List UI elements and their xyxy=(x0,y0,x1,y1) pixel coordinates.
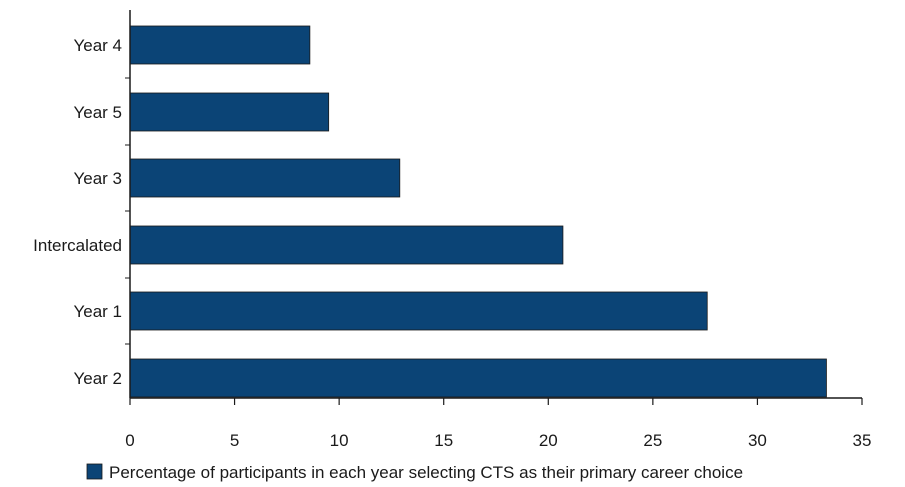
axes-layer xyxy=(129,10,862,399)
category-label-year-2: Year 2 xyxy=(73,369,122,388)
category-label-intercalated: Intercalated xyxy=(33,236,122,255)
legend: Percentage of participants in each year … xyxy=(86,463,743,482)
x-ticks-layer: 0 5 10 15 20 25 30 35 xyxy=(125,398,871,450)
bar-year-3 xyxy=(129,158,401,198)
legend-swatch xyxy=(86,463,103,480)
x-tick-label: 30 xyxy=(748,431,767,450)
category-label-year-3: Year 3 xyxy=(73,169,122,188)
category-label-year-1: Year 1 xyxy=(73,302,122,321)
x-tick-label: 10 xyxy=(330,431,349,450)
bar-year-4 xyxy=(129,25,311,65)
bar-year-2 xyxy=(129,358,827,398)
x-tick-label: 15 xyxy=(434,431,453,450)
bar-intercalated xyxy=(129,225,564,265)
x-tick-label: 35 xyxy=(853,431,872,450)
bar-year-5 xyxy=(129,92,330,132)
x-tick-label: 5 xyxy=(230,431,239,450)
x-tick-label: 25 xyxy=(643,431,662,450)
category-labels-layer: Year 4 Year 5 Year 3 Intercalated Year 1 Year… xyxy=(33,36,130,388)
category-label-year-5: Year 5 xyxy=(73,103,122,122)
legend-label: Percentage of participants in each year … xyxy=(109,463,743,482)
x-tick-label: 20 xyxy=(539,431,558,450)
category-label-year-4: Year 4 xyxy=(73,36,122,55)
bar-year-1 xyxy=(129,291,708,331)
bars-layer xyxy=(129,25,827,398)
x-tick-label: 0 xyxy=(125,431,134,450)
